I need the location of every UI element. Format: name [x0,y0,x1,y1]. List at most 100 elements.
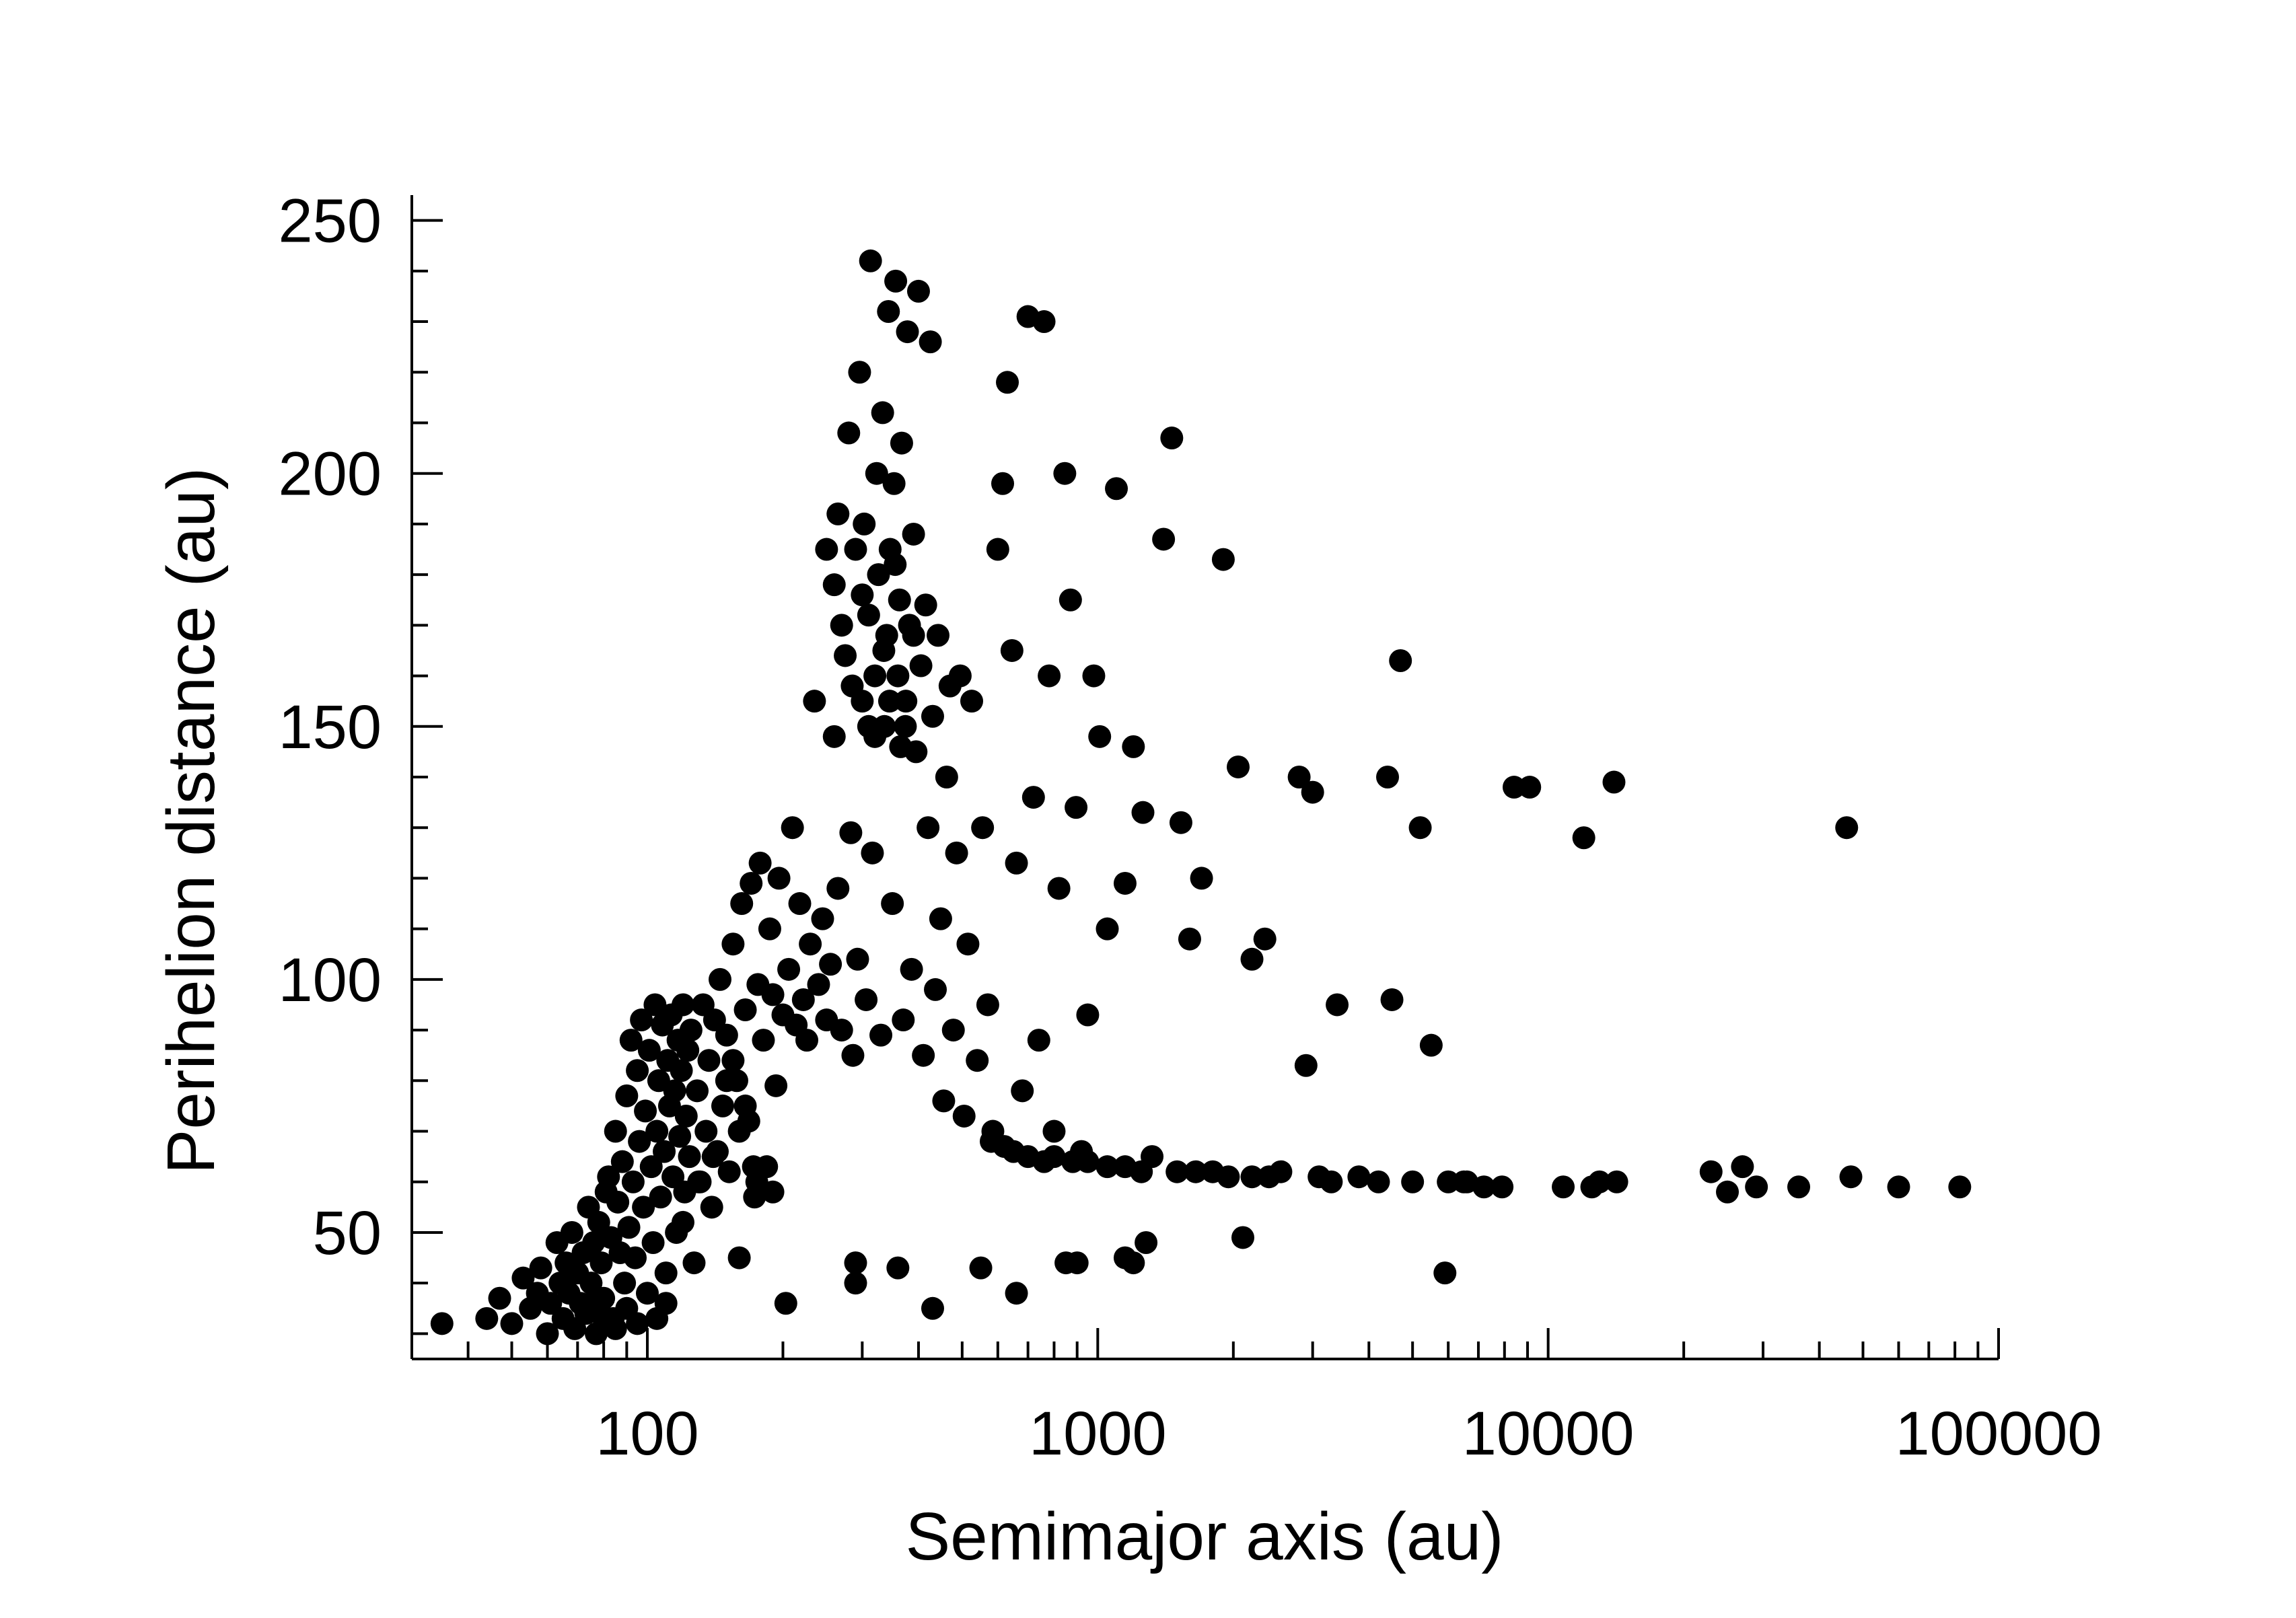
data-point [1491,1175,1514,1199]
data-point [1131,801,1155,824]
data-point [872,638,896,662]
data-point [632,1196,655,1219]
data-point [653,1140,676,1163]
data-point [861,841,884,865]
data-point [889,735,912,758]
data-point [701,1145,725,1169]
data-point [1602,770,1626,794]
data-point [844,1272,867,1295]
y-tick-label: 100 [279,946,382,1015]
data-point [1433,1261,1457,1285]
data-point [630,1008,653,1032]
data-point [1699,1160,1723,1183]
data-point [649,1185,672,1209]
y-tick-label: 200 [279,440,382,509]
data-point [969,1256,993,1280]
data-point [945,841,968,865]
data-point [815,538,838,561]
data-point [582,1231,606,1254]
data-point [869,1023,893,1047]
data-point [1122,1251,1145,1275]
data-point [912,1043,935,1067]
data-point [615,1084,639,1107]
data-point [892,1008,915,1032]
data-point [606,1190,630,1214]
data-point [604,1119,627,1143]
data-point [748,851,772,875]
y-tick-label: 150 [279,693,382,762]
data-point [500,1312,524,1335]
data-point [886,664,910,688]
data-point [971,816,995,840]
data-point [1380,988,1404,1011]
data-point [1053,462,1077,485]
data-point [1572,826,1595,850]
data-point [1347,1165,1371,1189]
data-point [1042,1145,1066,1169]
data-point [733,998,757,1021]
data-point [715,1023,738,1047]
axes: 100 1000 10000 100000 50 100 150 200 250 [279,187,2102,1468]
data-point [619,1029,643,1052]
data-point [1096,1155,1119,1179]
data-point [511,1266,535,1290]
data-point [628,1130,651,1153]
data-point [935,766,958,788]
data-point [788,892,812,916]
data-point [767,867,791,890]
data-point [1605,1170,1628,1193]
data-point [986,538,1009,561]
data-point [991,472,1015,495]
data-point [906,279,930,303]
data-point [976,993,999,1017]
data-point [966,1049,989,1072]
data-point [1320,1170,1343,1193]
data-point [921,704,944,728]
data-point [900,957,923,981]
data-point [1096,917,1119,941]
data-point [637,1039,661,1062]
data-point [610,1150,634,1173]
data-point [1169,811,1192,834]
data-point [1038,664,1061,688]
data-point [1948,1175,1972,1199]
data-point [894,714,917,738]
data-point [1184,1160,1207,1183]
data-point [621,1170,645,1193]
data-point [1437,1170,1460,1193]
data-point [857,603,880,627]
data-point [848,361,871,384]
data-point [488,1286,511,1310]
data-point [1257,1165,1281,1189]
data-point [844,1251,867,1275]
data-point [960,690,984,713]
data-point [1240,1165,1264,1189]
data-point [1160,427,1184,450]
data-point [919,330,942,354]
data-point [894,690,918,713]
data-point [851,583,874,607]
data-point [844,538,867,561]
data-point [1135,1231,1158,1254]
data-point [1835,816,1859,840]
data-point [758,917,781,941]
data-point [1076,1003,1100,1027]
data-point [617,1216,641,1239]
data-point [597,1165,620,1189]
data-point [1059,588,1082,612]
data-point [1113,871,1137,895]
data-point [1122,735,1145,758]
data-point [881,892,904,916]
data-point [777,957,801,981]
data-point [822,573,846,597]
data-point [1731,1155,1754,1179]
data-point [678,1145,701,1169]
data-point [886,1256,910,1280]
data-point [996,371,1019,394]
data-point [867,563,890,587]
data-point [1165,1160,1189,1183]
data-point [1076,1150,1100,1173]
data-point [1211,548,1235,571]
data-point [1217,1165,1240,1189]
data-point [1745,1175,1768,1199]
